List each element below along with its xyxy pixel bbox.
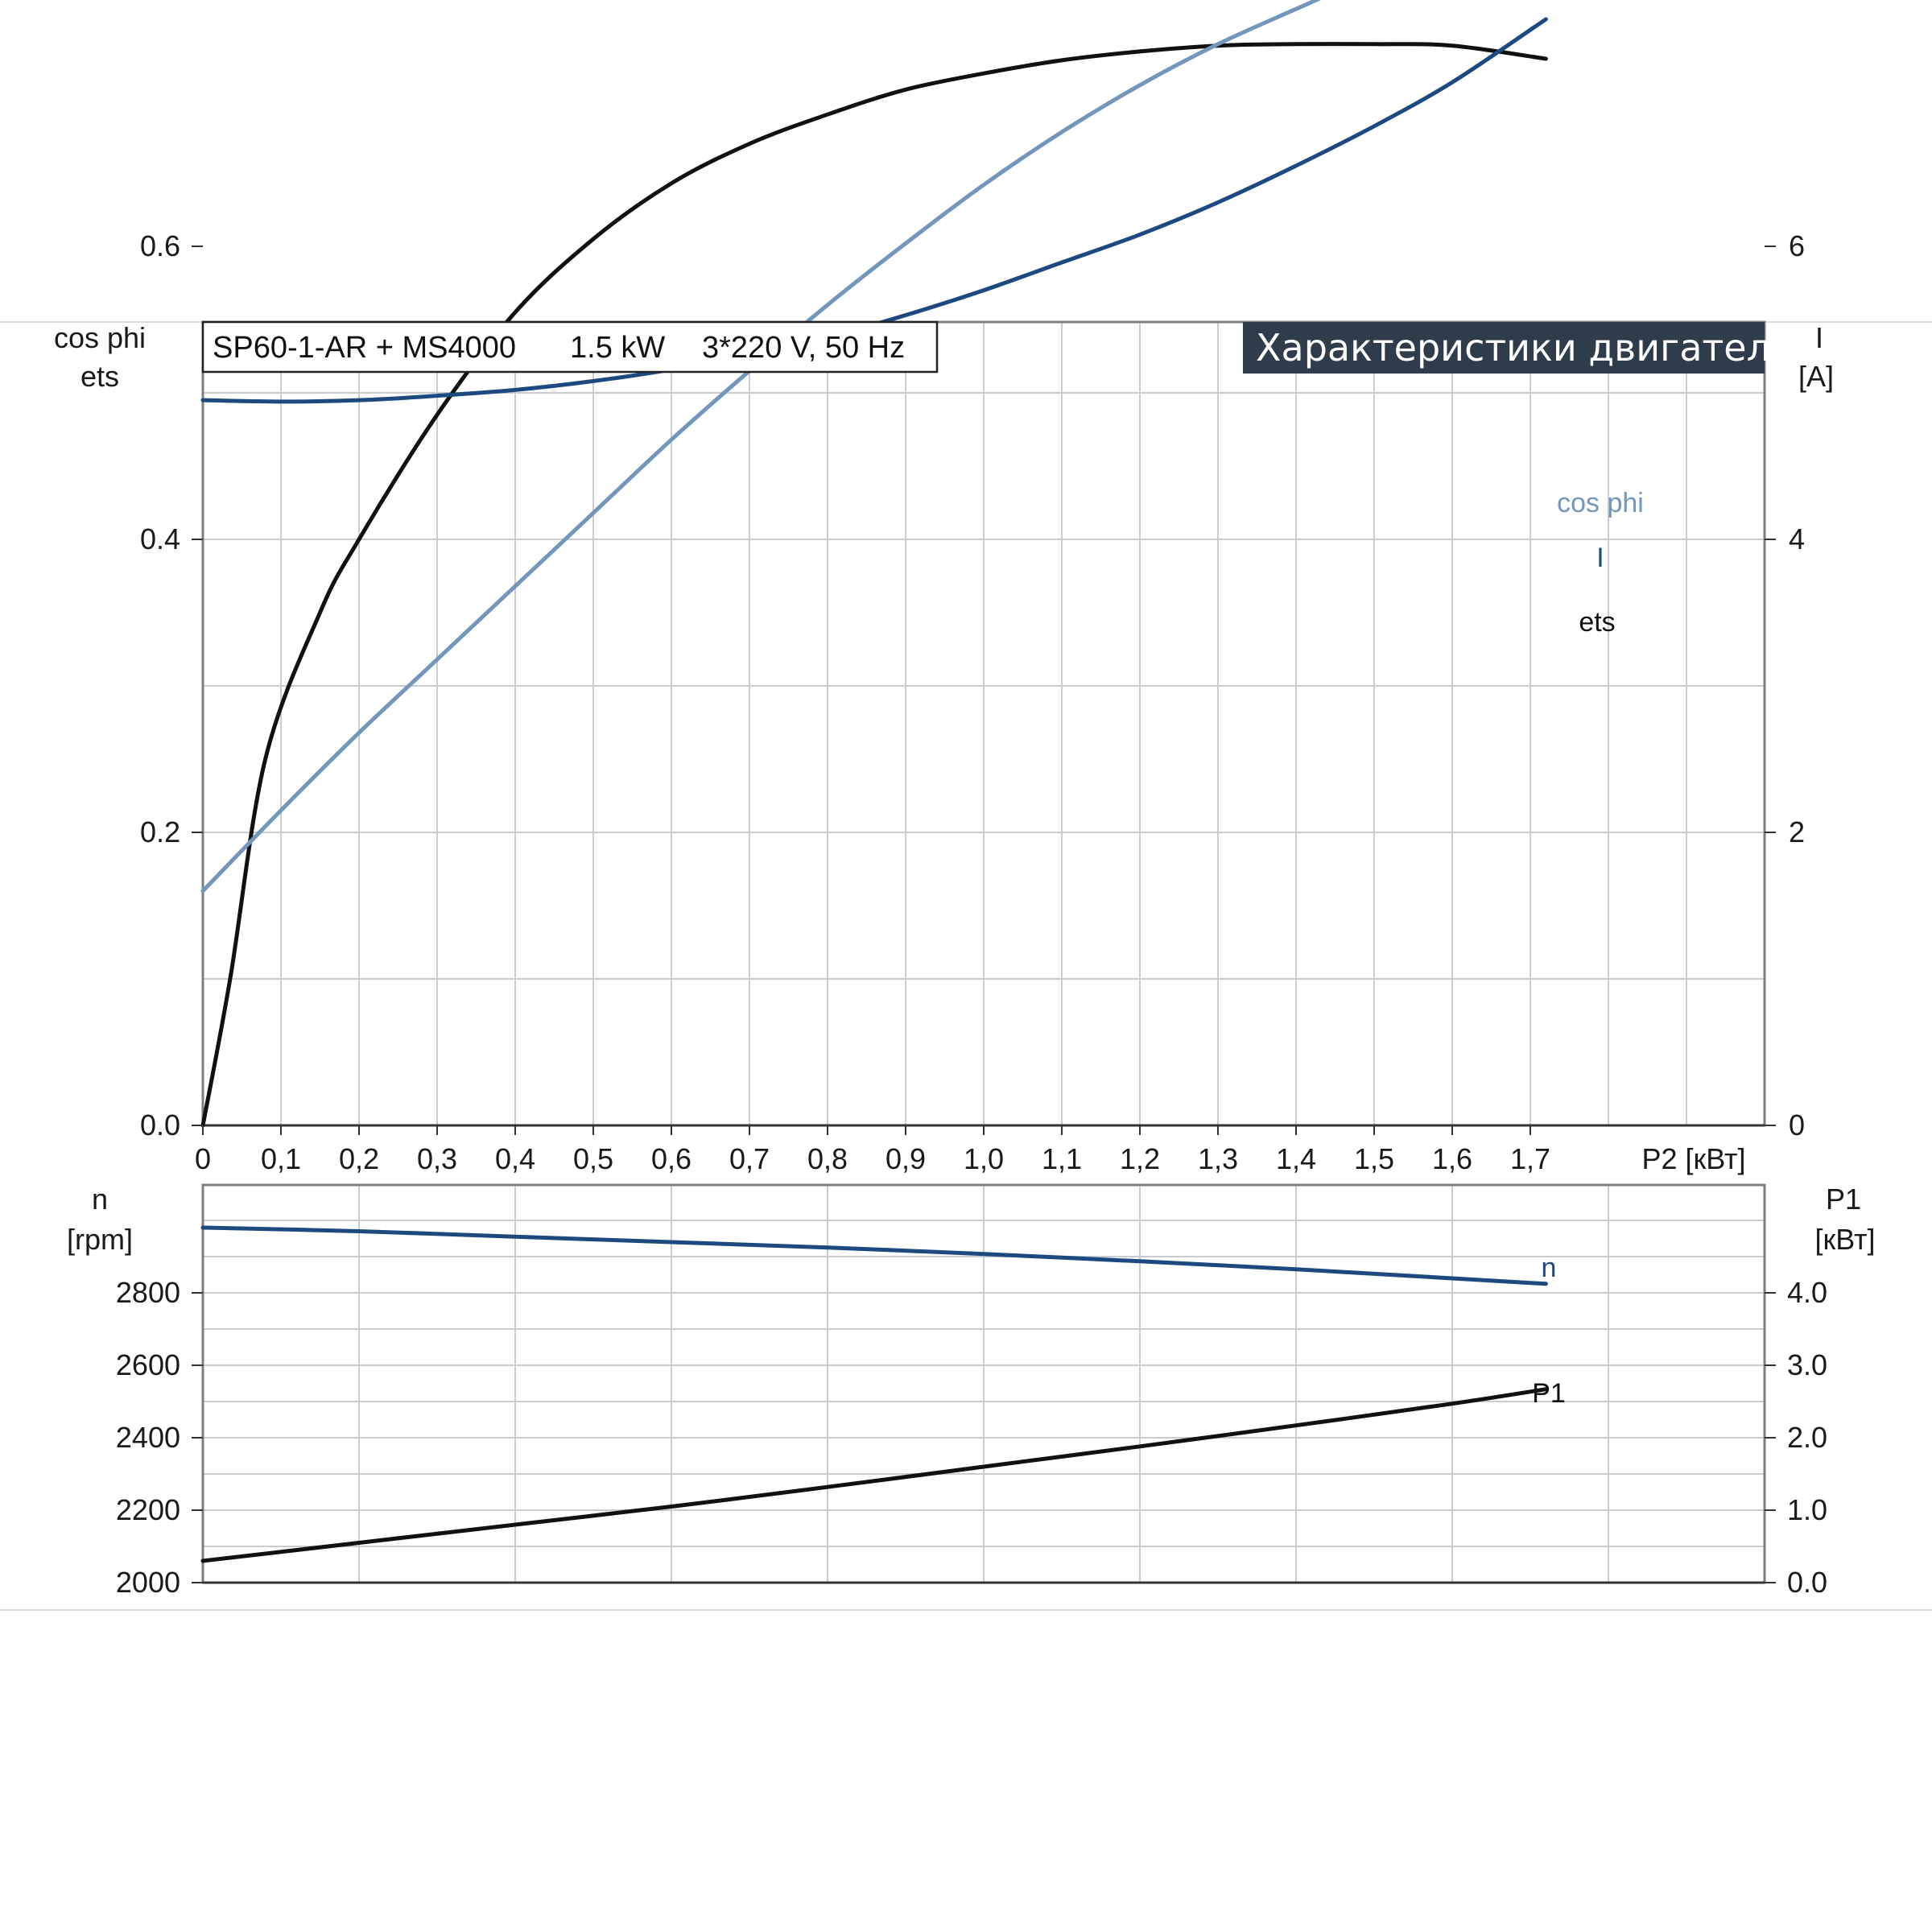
lower-left-axis-label-2: [rpm] [67,1223,133,1256]
upper-left-tick-label: 0.4 [140,522,180,555]
lower-left-tick-label: 2200 [116,1493,180,1526]
lower-right-tick-label: 4.0 [1787,1276,1827,1309]
upper-right-tick-label: 4 [1789,522,1805,555]
x-tick-label: 0,8 [807,1142,848,1175]
curve-label-cos-phi: cos phi [1557,488,1644,518]
x-tick-label: 0,1 [261,1142,301,1175]
x-tick-label: 0,6 [651,1142,691,1175]
curve-P1 [200,1387,1548,1563]
x-tick-label: 1,0 [964,1142,1004,1175]
x-tick-label: 1,1 [1042,1142,1082,1175]
title-supply: 3*220 V, 50 Hz [702,331,905,365]
banner: Характеристики двигателя [1243,322,1793,374]
curve-label-ets: ets [1579,607,1615,638]
upper-right-axis-label-1: I [1815,321,1823,354]
upper-left-axis-label-2: ets [80,360,119,393]
lower-left-tick-label: 2000 [116,1566,180,1599]
x-axis-label: P2 [кВт] [1641,1142,1745,1175]
x-tick-label: 0,3 [417,1142,457,1175]
grid-lines [202,322,1765,1583]
curve-n [200,1225,1548,1286]
curve-label-P1: P1 [1532,1378,1566,1409]
lower-right-tick-label: 3.0 [1787,1348,1827,1381]
lower-right-tick-label: 1.0 [1787,1493,1827,1526]
curve-I [200,17,1548,404]
tick-labels: 0 0,1 0,2 0,3 0,4 0,5 0,6 0,7 0,8 0,9 1,0 1,1 1,2 1,3… [116,229,1827,1599]
upper-left-tick-label: 0.0 [140,1108,180,1141]
x-tick-label: 1,5 [1354,1142,1394,1175]
title-model: SP60-1-AR + MS4000 [213,331,516,365]
x-tick-label: 0,2 [339,1142,379,1175]
upper-right-axis-label-2: [A] [1798,360,1834,393]
title-power: 1.5 kW [570,331,665,365]
banner-text: Характеристики двигателя [1256,326,1793,369]
upper-right-tick-label: 2 [1789,815,1805,848]
curve-label-I: I [1596,543,1604,573]
lower-left-tick-label: 2600 [116,1348,180,1381]
lower-left-axis-label-1: n [92,1183,108,1216]
upper-right-tick-label: 6 [1789,229,1805,262]
x-tick-label: 0,4 [495,1142,535,1175]
lower-right-tick-label: 2.0 [1787,1421,1827,1454]
lower-right-axis-label-2: [кВт] [1814,1223,1875,1256]
lower-right-axis-label-1: P1 [1826,1183,1861,1216]
x-tick-label: 0,7 [729,1142,770,1175]
upper-left-tick-label: 0.2 [140,815,180,848]
title-box: SP60-1-AR + MS4000 1.5 kW 3*220 V, 50 Hz [201,320,939,374]
curve-ets [200,42,1548,1128]
curves: ets cos phi In P1 [200,0,1644,1563]
x-tick-label: 0,9 [886,1142,926,1175]
x-tick-label: 1,4 [1276,1142,1316,1175]
lower-left-tick-label: 2400 [116,1421,180,1454]
x-tick-label: 1,6 [1432,1142,1472,1175]
curve-label-n: n [1542,1253,1557,1283]
lower-right-tick-label: 0.0 [1787,1566,1827,1599]
x-tick-label: 0 [195,1142,211,1175]
lower-left-tick-label: 2800 [116,1276,180,1309]
x-tick-label: 0,5 [573,1142,613,1175]
x-tick-label: 1,3 [1198,1142,1238,1175]
upper-right-tick-label: 0 [1789,1108,1805,1141]
x-tick-label: 1,7 [1510,1142,1550,1175]
upper-left-tick-label: 0.6 [140,229,180,262]
upper-left-axis-label-1: cos phi [54,321,146,354]
x-tick-label: 1,2 [1120,1142,1160,1175]
curve-cos-phi [200,0,1322,894]
